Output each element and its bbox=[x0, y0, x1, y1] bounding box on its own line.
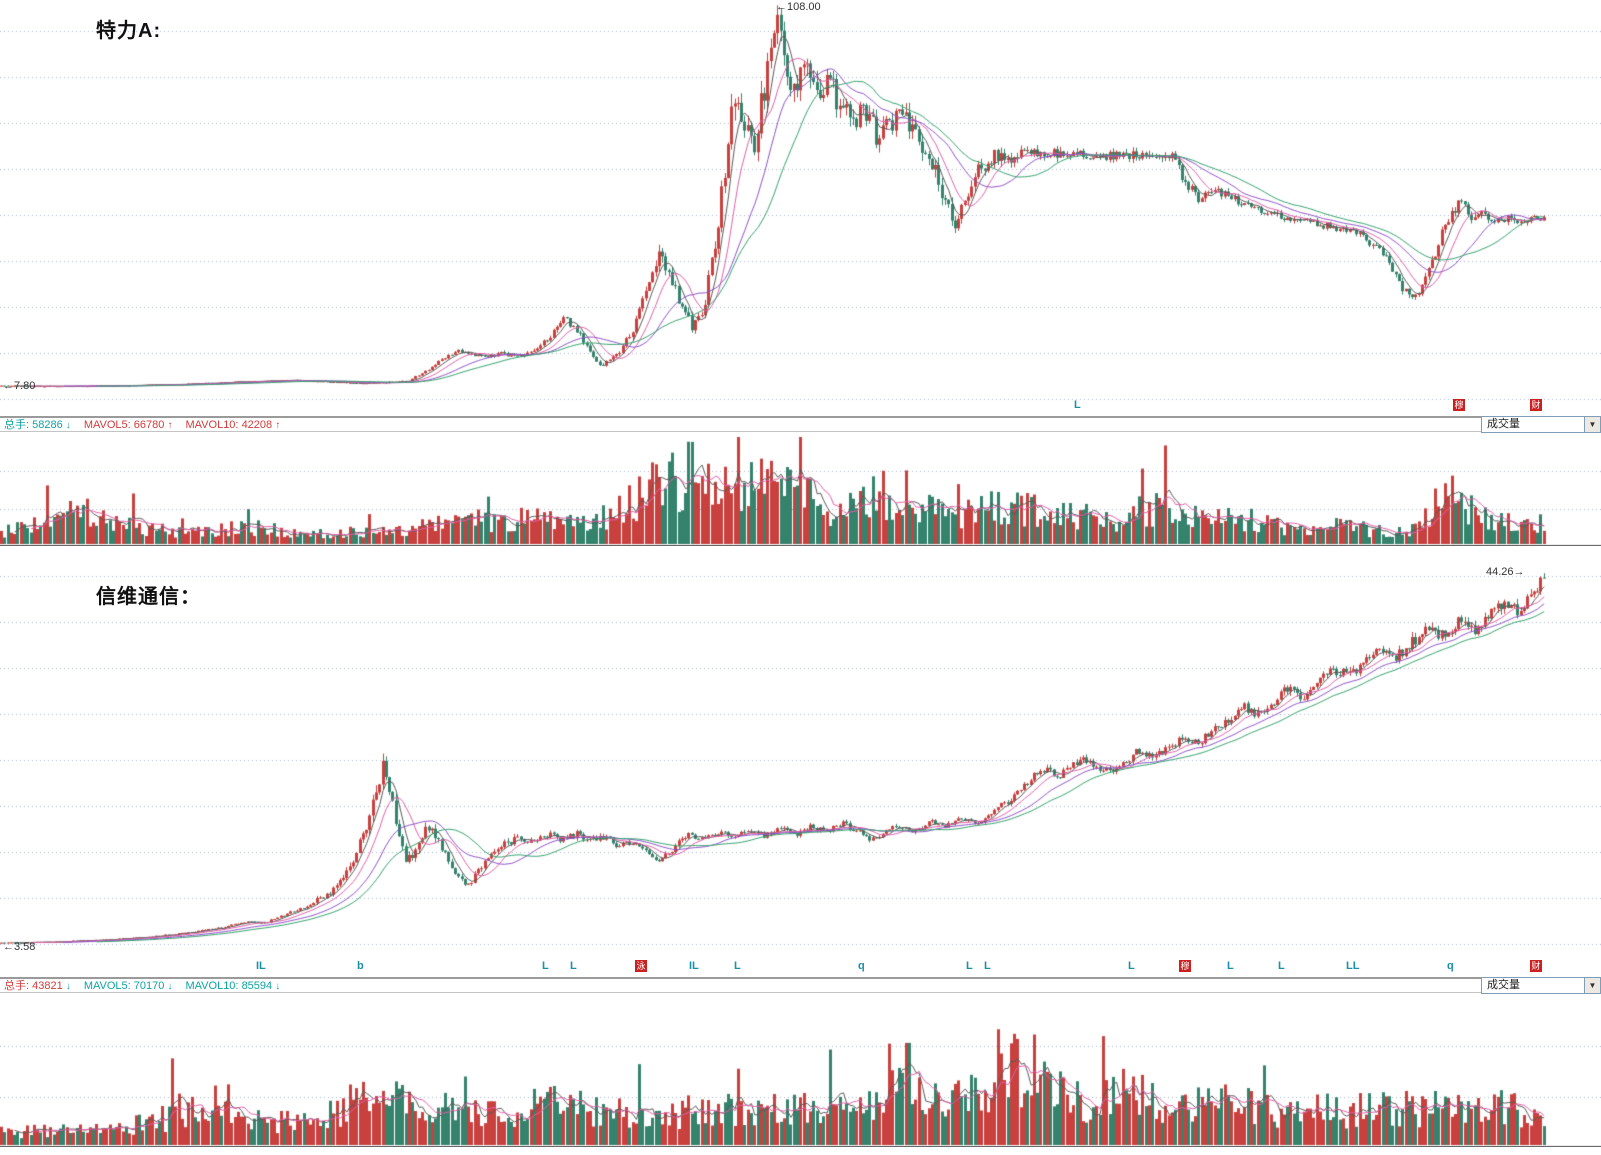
event-letter-marker[interactable]: L bbox=[966, 960, 973, 972]
total-volume-readout: 总手: 43821 ↓ bbox=[4, 980, 71, 992]
volume-chart-xinwei[interactable] bbox=[0, 995, 1601, 1147]
event-letter-marker[interactable]: L bbox=[1278, 960, 1285, 972]
event-letter-marker[interactable]: b bbox=[357, 960, 364, 972]
mavol10-readout: MAVOL10: 42208 ↑ bbox=[185, 419, 281, 431]
volume-chart-teli-a[interactable] bbox=[0, 433, 1601, 546]
volume-header-teli-a: 总手: 58286 ↓ MAVOL5: 66780 ↑ MAVOL10: 422… bbox=[0, 417, 1601, 432]
event-flag-marker[interactable]: 财 bbox=[1530, 960, 1542, 972]
mavol10-readout: MAVOL10: 85594 ↓ bbox=[185, 980, 281, 992]
down-arrow-icon: ↓ bbox=[65, 420, 71, 431]
event-letter-marker[interactable]: IL bbox=[256, 960, 266, 972]
stock-title-teli-a: 特力A: bbox=[96, 20, 162, 42]
event-letter-marker[interactable]: LL bbox=[1346, 960, 1360, 972]
mavol5-readout: MAVOL5: 70170 ↓ bbox=[83, 980, 173, 992]
mavol5-readout: MAVOL5: 66780 ↑ bbox=[83, 419, 173, 431]
event-letter-marker[interactable]: L bbox=[984, 960, 991, 972]
volume-indicator-dropdown[interactable]: 成交量 ▼ bbox=[1481, 416, 1601, 433]
event-letter-marker[interactable]: L bbox=[542, 960, 549, 972]
chevron-down-icon[interactable]: ▼ bbox=[1584, 417, 1600, 432]
event-letter-marker[interactable]: L bbox=[734, 960, 741, 972]
chevron-down-icon[interactable]: ▼ bbox=[1584, 978, 1600, 993]
event-letter-marker[interactable]: L bbox=[1074, 399, 1081, 411]
volume-header-xinwei: 总手: 43821 ↓ MAVOL5: 70170 ↓ MAVOL10: 855… bbox=[0, 978, 1601, 993]
event-letter-marker[interactable]: L bbox=[1128, 960, 1135, 972]
pane-divider bbox=[0, 416, 1601, 417]
high-price-annotation: 44.26→ bbox=[1486, 566, 1525, 578]
event-letter-marker[interactable]: L bbox=[570, 960, 577, 972]
peak-price-annotation: ←108.00 bbox=[776, 1, 821, 13]
pane-divider bbox=[0, 977, 1601, 978]
up-arrow-icon: ↑ bbox=[167, 420, 173, 431]
volume-indicator-dropdown[interactable]: 成交量 ▼ bbox=[1481, 977, 1601, 994]
total-volume-readout: 总手: 58286 ↓ bbox=[4, 419, 71, 431]
price-chart-teli-a[interactable] bbox=[0, 0, 1601, 416]
event-letter-marker[interactable]: L bbox=[1227, 960, 1234, 972]
start-price-annotation: ←3.58 bbox=[3, 941, 36, 953]
event-flag-marker[interactable]: 财 bbox=[1530, 399, 1542, 411]
event-letter-marker[interactable]: q bbox=[858, 960, 865, 972]
down-arrow-icon: ↓ bbox=[167, 981, 173, 992]
event-flag-marker[interactable]: 泳 bbox=[635, 960, 647, 972]
down-arrow-icon: ↓ bbox=[275, 981, 281, 992]
event-letter-marker[interactable]: IL bbox=[689, 960, 699, 972]
start-price-annotation: ←7.80 bbox=[3, 380, 36, 392]
price-chart-xinwei[interactable] bbox=[0, 556, 1601, 976]
down-arrow-icon: ↓ bbox=[65, 981, 71, 992]
stock-title-xinwei: 信维通信： bbox=[96, 586, 201, 608]
up-arrow-icon: ↑ bbox=[275, 420, 281, 431]
event-flag-marker[interactable]: 穆 bbox=[1453, 399, 1465, 411]
event-flag-marker[interactable]: 穆 bbox=[1179, 960, 1191, 972]
event-letter-marker[interactable]: q bbox=[1447, 960, 1454, 972]
